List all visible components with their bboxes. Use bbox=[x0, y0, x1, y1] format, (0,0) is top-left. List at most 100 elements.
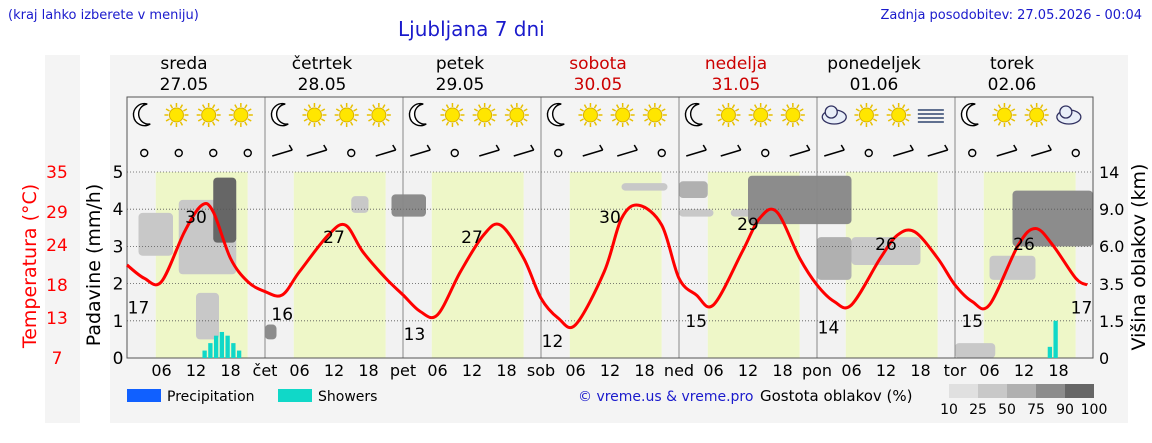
credit-text: © vreme.us & vreme.pro bbox=[578, 389, 753, 405]
sun-ray bbox=[1043, 118, 1048, 122]
hour-tick: 12 bbox=[1014, 361, 1034, 380]
calm-wind-icon bbox=[761, 148, 770, 158]
sun-icon bbox=[302, 103, 327, 127]
sun-disc bbox=[306, 107, 322, 123]
region-hint: (kraj lahko izberete v meniju) bbox=[8, 8, 199, 23]
temperature-tick: 18 bbox=[46, 276, 68, 296]
wind-barb-icon bbox=[599, 144, 604, 151]
sun-ray bbox=[230, 108, 235, 112]
sun-icon bbox=[748, 103, 773, 127]
sun-disc bbox=[858, 107, 874, 123]
hour-tick: 12 bbox=[186, 361, 206, 380]
cloud-cover-block bbox=[989, 255, 1036, 280]
sun-disc bbox=[891, 107, 907, 123]
wind-barb-icon bbox=[1031, 149, 1052, 157]
sun-ray bbox=[799, 108, 804, 112]
shower-bar bbox=[219, 331, 225, 358]
sun-ray bbox=[244, 121, 248, 126]
day-name-ponedeljek: ponedeljek bbox=[827, 54, 921, 74]
sun-ray bbox=[510, 121, 514, 126]
moon-shape bbox=[960, 102, 979, 127]
day-date: 01.06 bbox=[850, 75, 899, 95]
day-date: 31.05 bbox=[712, 75, 761, 95]
sun-ray bbox=[764, 104, 768, 109]
cloud-cover-block bbox=[391, 194, 426, 217]
sun-icon bbox=[228, 103, 253, 127]
sun-ray bbox=[382, 104, 386, 109]
moon-icon bbox=[546, 102, 565, 127]
sun-ray bbox=[902, 104, 906, 109]
wind-barb-icon bbox=[617, 149, 638, 157]
sun-ray bbox=[303, 118, 308, 122]
wind-barb-icon bbox=[495, 144, 500, 151]
sun-disc bbox=[996, 107, 1012, 123]
sun-ray bbox=[230, 118, 235, 122]
moon-shape bbox=[546, 102, 565, 127]
sun-ray bbox=[523, 108, 528, 112]
sun-ray bbox=[887, 118, 893, 122]
wind-barb-icon bbox=[1013, 144, 1018, 151]
sun-ray bbox=[658, 104, 662, 109]
sun-ray bbox=[215, 118, 220, 122]
wind-barb-icon bbox=[806, 144, 811, 151]
wind-barb-icon bbox=[323, 144, 328, 151]
precipitation-legend-swatch bbox=[127, 389, 161, 402]
moon-icon bbox=[132, 102, 151, 127]
sun-ray bbox=[721, 121, 726, 126]
sun-ray bbox=[445, 104, 450, 109]
calm-wind-icon bbox=[1071, 148, 1080, 158]
sun-icon bbox=[780, 103, 805, 127]
precip-tick: 3 bbox=[113, 237, 124, 257]
sun-ray bbox=[307, 104, 312, 109]
cloud-cover-block bbox=[955, 343, 996, 358]
sun-ray bbox=[648, 121, 652, 126]
sun-ray bbox=[721, 104, 726, 109]
temperature-label: 30 bbox=[599, 208, 621, 228]
hour-tick: 06 bbox=[151, 361, 171, 380]
sun-ray bbox=[183, 118, 188, 122]
shower-bar bbox=[231, 343, 236, 358]
temperature-label: 27 bbox=[323, 228, 345, 248]
precip-tick: 2 bbox=[113, 275, 124, 295]
sun-ray bbox=[869, 121, 874, 126]
hour-tick: 06 bbox=[703, 361, 723, 380]
sun-ray bbox=[350, 104, 354, 109]
sun-ray bbox=[317, 104, 322, 109]
precip-tick: 4 bbox=[113, 200, 124, 220]
sun-ray bbox=[869, 104, 874, 109]
sun-disc bbox=[201, 107, 217, 123]
cloud-cover-block bbox=[213, 177, 237, 243]
sun-ray bbox=[611, 108, 617, 112]
sun-ray bbox=[1011, 118, 1016, 122]
day-name-sobota: sobota bbox=[569, 54, 627, 74]
shower-bar bbox=[213, 335, 219, 358]
cloud-cover-block bbox=[679, 181, 708, 199]
moon-icon bbox=[408, 102, 427, 127]
sun-ray bbox=[234, 121, 238, 126]
night-band bbox=[385, 172, 403, 358]
sun-ray bbox=[478, 104, 482, 109]
calm-wind-icon bbox=[864, 148, 873, 158]
sun-icon bbox=[440, 103, 465, 127]
sun-ray bbox=[749, 108, 755, 112]
wind-barb-icon bbox=[410, 149, 431, 157]
sun-ray bbox=[754, 121, 758, 126]
density-swatch bbox=[1065, 384, 1094, 398]
sun-ray bbox=[441, 118, 446, 122]
wind-barb-icon bbox=[686, 149, 707, 157]
sun-ray bbox=[455, 104, 460, 109]
sun-disc bbox=[339, 107, 355, 123]
shower-bar bbox=[225, 335, 230, 358]
sun-ray bbox=[661, 108, 666, 112]
sun-ray bbox=[887, 108, 893, 112]
cloud-cover-block bbox=[679, 209, 714, 217]
temperature-label: 29 bbox=[737, 215, 759, 235]
sun-ray bbox=[473, 118, 479, 122]
night-band bbox=[937, 172, 955, 358]
hour-tick: 18 bbox=[634, 361, 654, 380]
cloud-puff bbox=[1059, 105, 1073, 119]
cloud-density-legend-title: Gostota oblakov (%) bbox=[760, 387, 913, 405]
temperature-label: 12 bbox=[542, 332, 564, 352]
sun-ray bbox=[873, 118, 878, 122]
sun-ray bbox=[799, 118, 804, 122]
